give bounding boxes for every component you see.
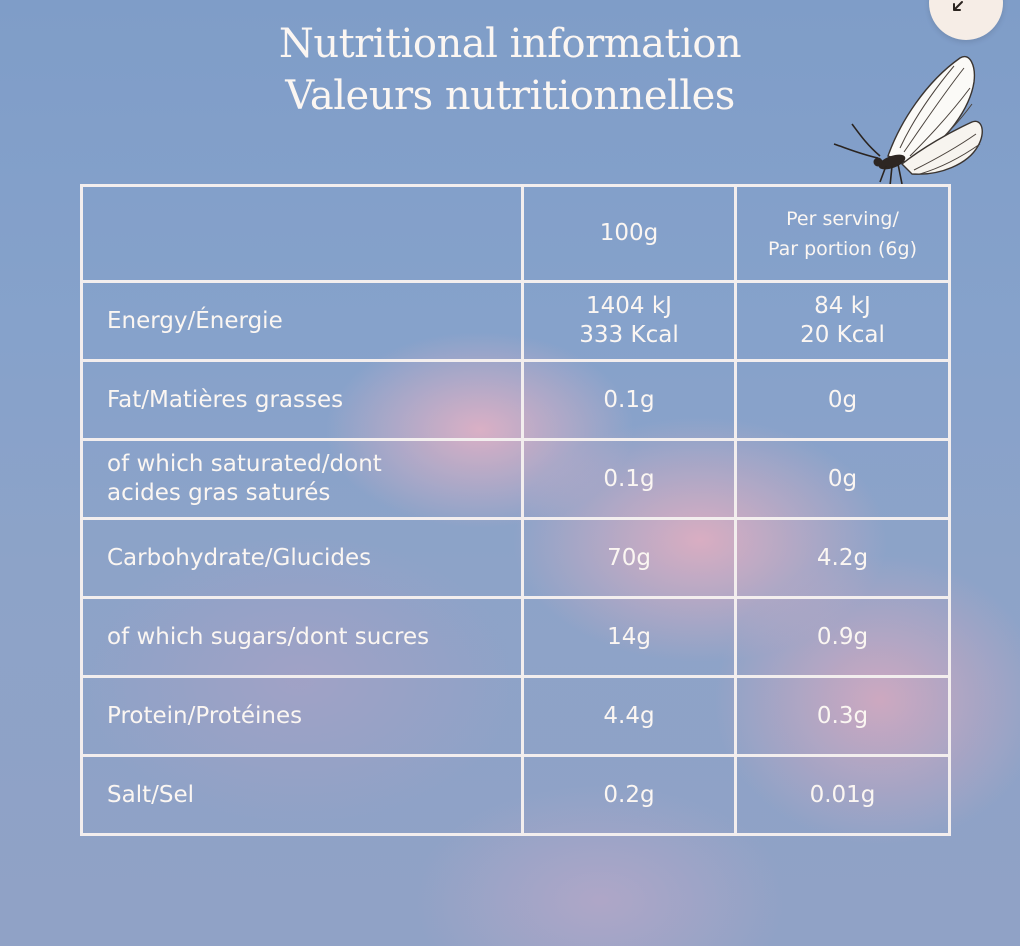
- row-label: of which saturated/dont acides gras satu…: [80, 438, 524, 520]
- title-english: Nutritional information: [278, 21, 742, 67]
- value-per-serving: 0g: [734, 359, 951, 441]
- title-french: Valeurs nutritionnelles: [285, 73, 735, 119]
- nutrition-table: 100g Per serving/ Par portion (6g) Energ…: [80, 184, 951, 836]
- value-per-serving: 0g: [734, 438, 951, 520]
- header-label-cell: [80, 184, 524, 283]
- value-100g: 4.4g: [521, 675, 737, 757]
- table-row: of which saturated/dont acides gras satu…: [80, 438, 951, 520]
- row-label: Energy/Énergie: [80, 280, 524, 362]
- value-per-serving: 0.3g: [734, 675, 951, 757]
- value-per-serving: 84 kJ 20 Kcal: [734, 280, 951, 362]
- value-100g: 14g: [521, 596, 737, 678]
- value-100g: 1404 kJ 333 Kcal: [521, 280, 737, 362]
- butterfly-icon: [833, 55, 983, 187]
- value-100g: 0.1g: [521, 359, 737, 441]
- value-per-serving: 4.2g: [734, 517, 951, 599]
- row-label: Fat/Matières grasses: [80, 359, 524, 441]
- value-per-serving: 0.9g: [734, 596, 951, 678]
- header-per-serving: Per serving/ Par portion (6g): [734, 184, 951, 283]
- row-label: of which sugars/dont sucres: [80, 596, 524, 678]
- arrow-expand-icon: [953, 1, 963, 11]
- value-100g: 70g: [521, 517, 737, 599]
- table-header-row: 100g Per serving/ Par portion (6g): [80, 184, 951, 283]
- table-row: Fat/Matières grasses 0.1g 0g: [80, 359, 951, 441]
- header-100g: 100g: [521, 184, 737, 283]
- page-title: Nutritional information Valeurs nutritio…: [0, 18, 1020, 122]
- table-row: Protein/Protéines 4.4g 0.3g: [80, 675, 951, 757]
- table-row: Salt/Sel 0.2g 0.01g: [80, 754, 951, 836]
- row-label: Salt/Sel: [80, 754, 524, 836]
- value-100g: 0.1g: [521, 438, 737, 520]
- table-row: Energy/Énergie 1404 kJ 333 Kcal 84 kJ 20…: [80, 280, 951, 362]
- table-row: Carbohydrate/Glucides 70g 4.2g: [80, 517, 951, 599]
- value-per-serving: 0.01g: [734, 754, 951, 836]
- table-row: of which sugars/dont sucres 14g 0.9g: [80, 596, 951, 678]
- row-label: Protein/Protéines: [80, 675, 524, 757]
- value-100g: 0.2g: [521, 754, 737, 836]
- row-label: Carbohydrate/Glucides: [80, 517, 524, 599]
